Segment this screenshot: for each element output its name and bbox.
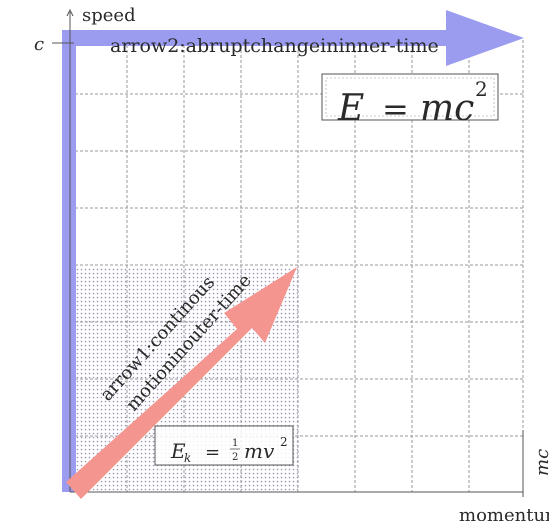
- arrow2-abrupt-change: [62, 10, 524, 492]
- mc-label: mc: [532, 449, 549, 476]
- kinetic-energy-exponent: 2: [280, 435, 288, 449]
- axes: [52, 8, 524, 497]
- kinetic-energy-E: E: [170, 439, 186, 463]
- arrow1-continuous-motion: [66, 267, 297, 499]
- rest-energy-equals: =: [382, 90, 409, 128]
- y-axis-label: speed: [82, 5, 136, 26]
- c-label: c: [34, 34, 44, 55]
- rest-energy-formula: E = mc 2: [321, 73, 499, 129]
- kinetic-energy-mv: mv: [244, 439, 275, 463]
- kinetic-energy-formula: E k = 1 2 mv 2: [154, 425, 294, 466]
- arrow2-label: arrow2:abruptchangeininner-time: [110, 35, 439, 57]
- rest-energy-exponent: 2: [475, 77, 488, 101]
- rest-energy-mc: mc: [420, 88, 474, 129]
- kinetic-energy-equals: =: [205, 442, 220, 463]
- y-axis-arrow-icon: [66, 8, 74, 17]
- kinetic-energy-denominator: 2: [232, 452, 238, 463]
- rest-energy-E: E: [337, 88, 364, 129]
- kinetic-energy-numerator: 1: [232, 438, 238, 449]
- kinetic-energy-subscript: k: [184, 451, 191, 465]
